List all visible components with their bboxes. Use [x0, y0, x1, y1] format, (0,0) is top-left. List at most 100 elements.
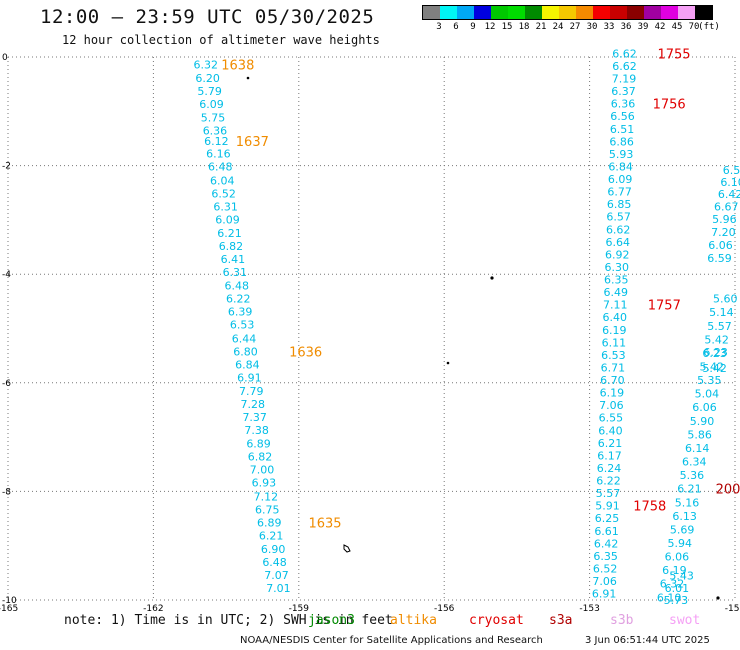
legend-swatch — [474, 6, 491, 19]
wave-height-value: 6.55 — [599, 412, 624, 425]
mission-swot: swot — [669, 613, 701, 628]
lon-tick-label: -153 — [579, 604, 599, 614]
wave-height-value: 7.06 — [599, 399, 624, 412]
wave-height-value: 6.36 — [203, 124, 228, 137]
pass-time-label: 1755 — [657, 48, 690, 63]
wave-height-value: 5.57 — [707, 320, 732, 333]
legend-swatch — [678, 6, 695, 19]
legend-swatch — [457, 6, 474, 19]
wave-height-value: 6.51 — [610, 123, 635, 136]
footer-credit: NOAA/NESDIS Center for Satellite Applica… — [240, 635, 710, 646]
island-marker — [246, 76, 250, 80]
legend-swatch — [525, 6, 542, 19]
wave-height-value: 6.62 — [606, 224, 631, 237]
wave-height-value: 6.62 — [612, 60, 637, 73]
lat-tick-label: 0 — [2, 53, 8, 63]
wave-height-value: 6.75 — [255, 503, 280, 516]
note-text: note: 1) Time is in UTC; 2) SWH is in fe… — [64, 613, 393, 628]
wave-height-value: 5.90 — [690, 415, 715, 428]
wave-height-value: 6.92 — [605, 249, 630, 262]
wave-height-value: 6.22 — [226, 293, 251, 306]
wave-height-value: 6.21 — [217, 227, 242, 240]
wave-height-value: 6.91 — [592, 587, 617, 600]
wave-height-value: 7.11 — [603, 299, 628, 312]
wave-height-value: 6.09 — [199, 98, 224, 111]
legend-swatch — [542, 6, 559, 19]
island-atoll — [343, 544, 351, 553]
legend-swatch — [627, 6, 644, 19]
wave-height-value: 6.06 — [708, 239, 733, 252]
legend-label: 30 — [586, 22, 598, 32]
island-marker — [716, 596, 720, 600]
legend-swatch — [610, 6, 627, 19]
legend-swatch — [491, 6, 508, 19]
wave-height-value: 5.96 — [712, 213, 737, 226]
legend-swatch — [576, 6, 593, 19]
pass-time-label: 1758 — [633, 500, 666, 515]
wave-height-value: 6.53 — [601, 349, 626, 362]
wave-height-value: 6.21 — [259, 529, 284, 542]
legend-label: 39 — [637, 22, 649, 32]
lat-tick-label: -10 — [2, 596, 17, 606]
wave-height-value: 6.48 — [208, 161, 233, 174]
wave-height-value: 6.31 — [213, 200, 238, 213]
wave-height-value: 6.23 — [702, 347, 727, 360]
wave-height-value: 7.20 — [711, 226, 736, 239]
wave-height-value: 6.67 — [714, 200, 739, 213]
wave-height-value: 6.06 — [665, 551, 690, 564]
legend-label: 70 — [688, 22, 700, 32]
wave-height-value: 6.42 — [594, 538, 619, 551]
wave-height-value: 6.56 — [610, 110, 635, 123]
wave-height-value: 7.37 — [242, 411, 267, 424]
wave-height-value: 6.09 — [215, 213, 240, 226]
wave-height-value: 5.75 — [201, 111, 226, 124]
wave-height-value: 7.38 — [244, 424, 269, 437]
wave-height-value: 5.14 — [709, 306, 734, 319]
legend-label: 24 — [552, 22, 564, 32]
wave-height-value: 6.57 — [606, 211, 631, 224]
wave-height-value: 6.85 — [607, 198, 632, 211]
islands — [246, 76, 720, 600]
wave-height-value: 7.12 — [254, 490, 279, 503]
pass-time-label: 1637 — [236, 135, 269, 150]
wave-height-value: 5.42 — [702, 362, 727, 375]
legend-labels: 3 6 9 12 15 18 21 24 27 30 33 36 39 42 45 70 (ft) — [422, 22, 720, 34]
wave-height-value: 6.14 — [685, 442, 710, 455]
legend-swatch — [695, 6, 712, 19]
wave-height-value: 5.04 — [695, 388, 720, 401]
lon-tick-label: -150 — [725, 604, 740, 614]
wave-height-value: 5.42 — [699, 361, 724, 374]
legend-swatch — [661, 6, 678, 19]
legend-label: 27 — [569, 22, 581, 32]
wave-height-value: 6.44 — [232, 332, 257, 345]
wave-height-value: 7.00 — [250, 464, 275, 477]
legend-swatch — [559, 6, 576, 19]
wave-height-value: 6.36 — [611, 98, 636, 111]
wave-height-value: 6.40 — [603, 311, 628, 324]
island-marker — [490, 276, 494, 280]
mission-altika: altika — [390, 613, 437, 628]
wave-height-value: 5.42 — [704, 333, 729, 346]
wave-height-value: 6.06 — [692, 401, 717, 414]
wave-height-value: 6.24 — [597, 462, 622, 475]
wave-height-value: 6.13 — [672, 510, 697, 523]
wave-height-value: 6.86 — [609, 136, 634, 149]
legend-label: 15 — [501, 22, 513, 32]
wave-height-value: 5.36 — [680, 469, 705, 482]
wave-height-value: 7.79 — [239, 385, 264, 398]
wave-height-value: 6.23 — [703, 346, 728, 359]
wave-height-value: 6.19 — [602, 324, 627, 337]
wave-height-value: 6.09 — [608, 173, 633, 186]
legend-label: 21 — [535, 22, 547, 32]
wave-height-value: 6.70 — [600, 374, 625, 387]
wave-height-value: 6.61 — [594, 525, 619, 538]
legend-label: 33 — [603, 22, 615, 32]
lat-tick-label: -8 — [2, 487, 11, 497]
pass-time-label: 1756 — [653, 98, 686, 113]
wave-height-value: 6.93 — [252, 477, 277, 490]
legend-swatch — [423, 6, 440, 19]
wave-height-value: 6.19 — [662, 564, 687, 577]
generated-timestamp: 3 Jun 06:51:44 UTC 2025 — [585, 635, 710, 646]
wave-height-value: 6.31 — [223, 266, 248, 279]
